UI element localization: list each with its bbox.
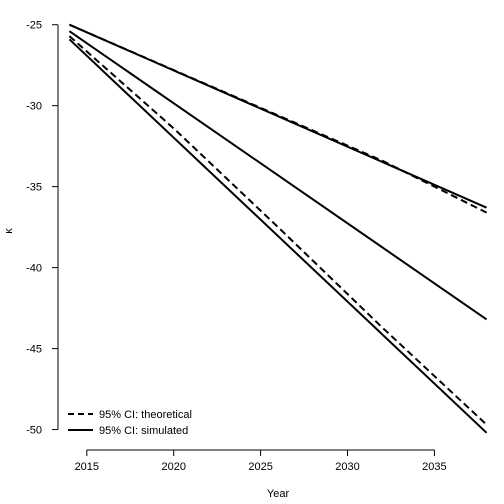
x-tick-label: 2035 (422, 461, 446, 473)
x-tick-label: 2015 (75, 461, 99, 473)
y-tick-label: -45 (26, 344, 42, 356)
x-tick-label: 2025 (248, 461, 272, 473)
legend: 95% CI: theoretical 95% CI: simulated (68, 409, 192, 437)
x-tick-label: 2020 (161, 461, 185, 473)
series-line-theoretical-2 (68, 35, 488, 426)
y-axis-title: κ (3, 228, 15, 234)
plot-lines (68, 23, 488, 434)
y-tick-label: -50 (26, 425, 42, 437)
x-axis-title: Year (267, 488, 290, 500)
series-line-central-0 (68, 30, 488, 321)
y-tick-label: -40 (26, 263, 42, 275)
x-ticks: 2015 2020 2025 2030 2035 (75, 450, 447, 473)
axes: 2015 2020 2025 2030 2035 -25 -30 -35 -40 -45 -50 (26, 20, 447, 473)
series-line-simulated-4 (68, 38, 488, 434)
y-tick-label: -35 (26, 182, 42, 194)
y-ticks: -25 -30 -35 -40 -45 -50 (26, 20, 58, 437)
legend-label-simulated: 95% CI: simulated (99, 425, 188, 437)
y-tick-label: -25 (26, 20, 42, 32)
y-tick-label: -30 (26, 101, 42, 113)
x-tick-label: 2030 (335, 461, 359, 473)
legend-label-theoretical: 95% CI: theoretical (99, 409, 192, 421)
series-line-simulated-3 (68, 23, 488, 209)
